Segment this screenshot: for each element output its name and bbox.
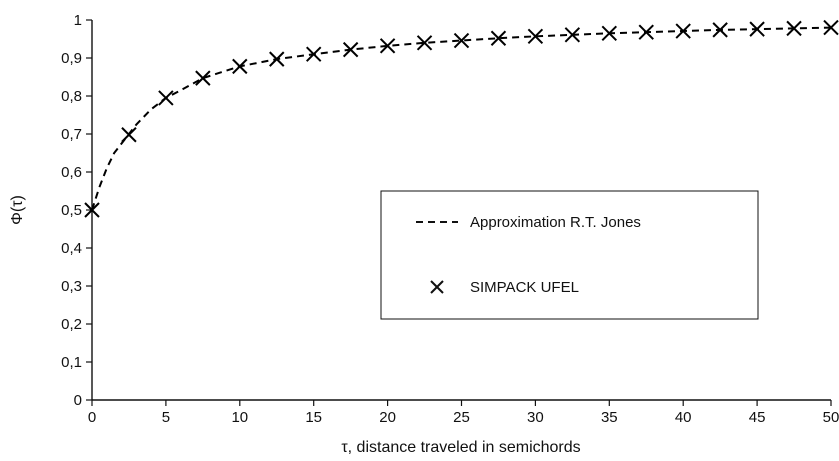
- x-tick-label: 35: [601, 409, 618, 426]
- series-simpack-point: [749, 21, 765, 37]
- series-simpack-point: [453, 32, 470, 49]
- series-simpack-point: [675, 23, 691, 39]
- y-tick-label: 0,3: [61, 278, 82, 295]
- series-simpack-point: [158, 90, 174, 106]
- legend-box: [380, 190, 759, 320]
- series-simpack-point: [823, 19, 839, 36]
- series-simpack-point: [712, 22, 728, 38]
- x-tick-label: 15: [305, 409, 322, 426]
- series-layer: [84, 19, 839, 218]
- y-tick-label: 0,1: [61, 354, 82, 371]
- y-tick-label: 0: [74, 392, 82, 409]
- series-simpack-point: [379, 38, 396, 54]
- y-tick-label: 0,9: [61, 50, 82, 67]
- legend: Approximation R.T. Jones SIMPACK UFEL: [380, 190, 759, 320]
- series-simpack-point: [195, 70, 211, 86]
- series-simpack-point: [342, 41, 359, 58]
- series-simpack-point: [638, 24, 654, 40]
- x-axis-title: τ, distance traveled in semichords: [341, 439, 580, 456]
- series-simpack-point: [121, 127, 137, 143]
- x-tick-label: 40: [675, 409, 692, 426]
- series-simpack-point: [786, 20, 802, 37]
- series-simpack-point: [416, 35, 433, 51]
- y-tick-label: 1: [74, 12, 82, 29]
- x-tick-label: 10: [231, 409, 248, 426]
- x-tick-label: 5: [162, 409, 170, 426]
- legend-label-jones: Approximation R.T. Jones: [470, 214, 641, 231]
- y-tick-label: 0,4: [61, 240, 82, 257]
- series-simpack-point: [490, 30, 507, 46]
- series-simpack-point: [305, 46, 322, 62]
- series-simpack-point: [269, 51, 285, 67]
- x-tick-label: 50: [823, 409, 839, 426]
- y-axis-title: Φ(τ): [9, 195, 26, 225]
- x-axis-ticks: 0 5 10 15 20 25 30 35 40 45 50: [88, 400, 839, 426]
- y-tick-label: 0,6: [61, 164, 82, 181]
- y-tick-label: 0,7: [61, 126, 82, 143]
- legend-label-simpack: SIMPACK UFEL: [470, 279, 579, 296]
- x-tick-label: 30: [527, 409, 544, 426]
- y-tick-label: 0,8: [61, 88, 82, 105]
- series-simpack-point: [232, 58, 248, 75]
- x-tick-label: 25: [453, 409, 470, 426]
- series-simpack-point: [564, 27, 581, 43]
- x-tick-label: 0: [88, 409, 96, 426]
- y-axis-ticks: 0 0,1 0,2 0,3 0,4 0,5 0,6 0,7 0,8 0,9 1: [61, 12, 92, 409]
- series-simpack-point: [84, 202, 100, 218]
- y-tick-label: 0,5: [61, 202, 82, 219]
- series-simpack-point: [527, 28, 544, 45]
- x-tick-label: 20: [379, 409, 396, 426]
- x-tick-label: 45: [749, 409, 766, 426]
- series-simpack-point: [601, 25, 618, 42]
- y-tick-label: 0,2: [61, 316, 82, 333]
- legend-x-marker: [430, 280, 444, 294]
